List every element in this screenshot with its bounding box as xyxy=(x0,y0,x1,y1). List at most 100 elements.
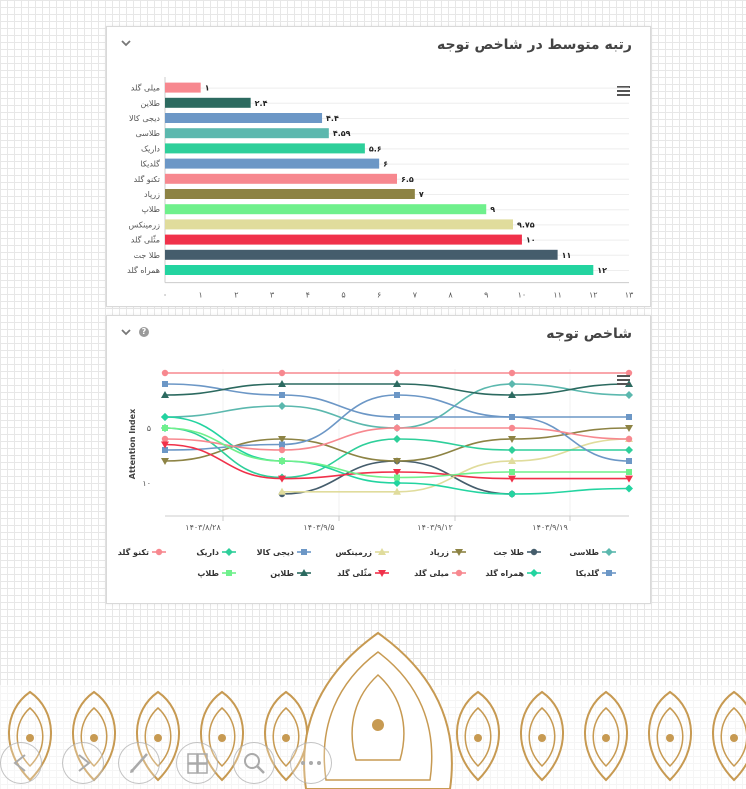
point xyxy=(393,435,401,443)
point xyxy=(278,402,286,410)
ornament-leaf xyxy=(656,707,684,768)
x-tick-label: ۱۳ xyxy=(625,291,634,300)
series-triangle-down xyxy=(161,441,633,483)
data-label: ۹.۷۵ xyxy=(517,220,535,229)
ornament-dot xyxy=(602,734,610,742)
category-label: طلا جت xyxy=(134,251,160,260)
bar-chart: میلی گلد ۱ طلاین ۲.۴ دیجی کالا ۴.۴ طلاسی ۴.۵۹ دا… xyxy=(127,77,634,300)
x-tick-label: ۴ xyxy=(306,291,310,300)
prev-icon[interactable] xyxy=(0,742,42,784)
help-icon[interactable]: ? xyxy=(139,327,149,337)
point xyxy=(378,548,386,555)
ornament-dot xyxy=(90,734,98,742)
category-label: تکنو گلد xyxy=(134,174,160,184)
point xyxy=(278,487,286,495)
line-chart: ۱۴۰۳/۸/۲۸ ۱۴۰۳/۹/۵ ۱۴۰۳/۹/۱۲ ۱۴۰۳/۹/۱۹ ۵ ۱۰ At… xyxy=(118,369,633,578)
x-tick-label: ۱۲ xyxy=(589,291,598,300)
ornament-medallion-core xyxy=(351,673,405,761)
ornament-leaf xyxy=(584,690,628,782)
x-tick-label: ۳ xyxy=(270,291,275,300)
point xyxy=(393,424,401,432)
point xyxy=(625,369,633,377)
point xyxy=(508,391,516,398)
ornament-leaf xyxy=(464,707,492,768)
bar xyxy=(165,204,487,215)
x-tick-label: ۶ xyxy=(377,291,381,300)
zoom-icon[interactable] xyxy=(233,742,275,784)
ornament-leaf xyxy=(456,690,500,782)
data-label: ۱۲ xyxy=(597,266,607,275)
y-tick-label: ۵ xyxy=(147,424,151,433)
ornament-dot xyxy=(282,734,290,742)
y-tick-label: ۱۰ xyxy=(142,479,151,488)
point xyxy=(625,475,633,483)
point xyxy=(278,380,286,387)
point xyxy=(278,475,286,483)
category-label: همراه گلد xyxy=(127,265,160,275)
point xyxy=(626,458,632,464)
data-label: ۶ xyxy=(383,160,388,169)
chart-menu-icon[interactable] xyxy=(617,375,630,387)
series-line xyxy=(164,383,629,418)
x-tick-label: ۲ xyxy=(234,291,238,300)
legend-label: گلدیکا xyxy=(576,568,600,578)
point xyxy=(278,446,286,454)
point xyxy=(300,569,308,576)
point xyxy=(393,380,401,387)
ornament-dot xyxy=(154,734,162,742)
legend-label: داریک xyxy=(196,548,219,557)
point xyxy=(155,548,163,556)
legend-label: طلاسی xyxy=(569,548,599,557)
point xyxy=(161,413,169,421)
point xyxy=(508,369,516,377)
point xyxy=(161,391,169,398)
point xyxy=(279,458,285,464)
data-label: ۴.۵۹ xyxy=(333,129,351,138)
point xyxy=(626,414,632,420)
ornament-medallion-inner xyxy=(323,651,433,781)
bar xyxy=(165,113,323,123)
slides-icon[interactable] xyxy=(176,742,218,784)
ornament-medallion xyxy=(303,631,453,789)
ornament-dot xyxy=(218,734,226,742)
ornament-leaf xyxy=(520,690,564,782)
point xyxy=(508,424,516,432)
x-tick-label: ۱۴۰۳/۹/۱۲ xyxy=(417,523,452,532)
chevron-down-icon[interactable] xyxy=(119,36,133,50)
data-label: ۷ xyxy=(419,190,424,199)
ornament-dot xyxy=(372,719,384,731)
legend-item: طلاسی xyxy=(569,548,616,557)
point xyxy=(625,484,633,493)
more-icon[interactable] xyxy=(290,742,332,784)
ornament-leaf xyxy=(528,707,556,768)
x-tick-label: ۹ xyxy=(484,291,488,300)
point xyxy=(394,474,400,481)
next-icon[interactable] xyxy=(62,742,104,784)
pen-icon[interactable] xyxy=(118,742,160,784)
series-line xyxy=(164,383,630,429)
x-tick-label: ۱۴۰۳/۹/۱۹ xyxy=(532,523,567,532)
point xyxy=(393,479,401,487)
point xyxy=(394,414,400,420)
point xyxy=(279,392,285,398)
legend-item: زرپاد xyxy=(430,548,466,557)
series-diamond xyxy=(161,413,633,498)
x-tick-label: ۱ xyxy=(199,291,203,300)
data-label: ۲.۴ xyxy=(255,99,268,108)
legend-item: همراه گلد xyxy=(485,568,541,578)
chart-menu-icon[interactable] xyxy=(617,86,630,98)
legend-item: مثّلی گلد xyxy=(337,568,389,578)
bar xyxy=(165,143,365,154)
panel-title: رتبه متوسط در شاخص توجه xyxy=(436,37,632,53)
point xyxy=(278,369,286,377)
ornament-dot xyxy=(730,734,738,742)
point xyxy=(605,548,613,556)
point xyxy=(455,549,463,556)
data-label: ۹ xyxy=(490,205,495,214)
chevron-down-icon[interactable] xyxy=(119,325,133,339)
ornament-leaf xyxy=(272,707,300,768)
x-tick-label: ۷ xyxy=(413,291,418,300)
legend-label: تکنو گلد xyxy=(118,547,149,557)
point xyxy=(509,414,515,420)
average-rank-panel: رتبه متوسط در شاخص توجه میلی گلد ۱ طلاین ۲.… xyxy=(106,26,651,307)
